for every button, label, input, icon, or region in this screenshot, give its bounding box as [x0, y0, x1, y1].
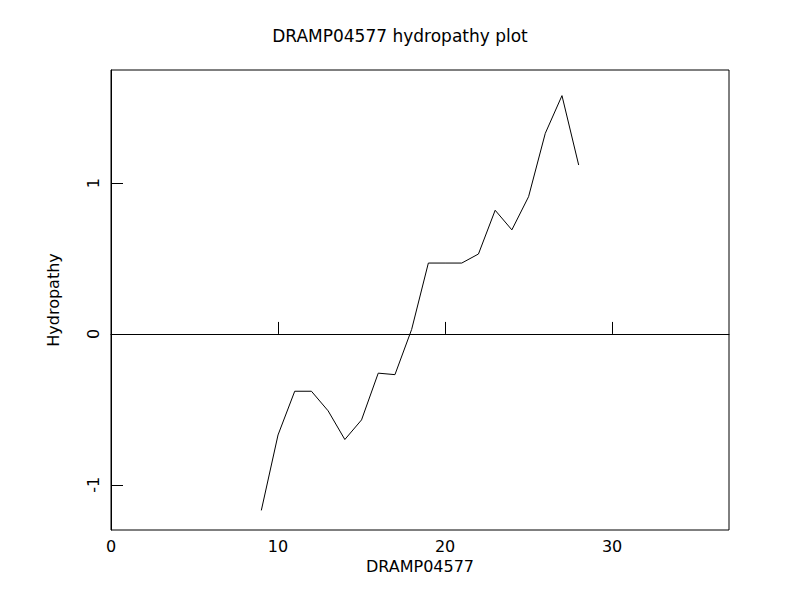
svg-text:20: 20 [435, 537, 455, 556]
svg-text:Hydropathy: Hydropathy [44, 253, 63, 347]
svg-text:10: 10 [268, 537, 288, 556]
svg-text:30: 30 [602, 537, 622, 556]
svg-text:0: 0 [84, 329, 103, 339]
svg-text:DRAMP04577: DRAMP04577 [366, 557, 474, 576]
svg-text:DRAMP04577 hydropathy plot: DRAMP04577 hydropathy plot [272, 26, 528, 46]
svg-text:1: 1 [84, 178, 103, 188]
svg-text:0: 0 [106, 537, 116, 556]
svg-text:-1: -1 [84, 477, 103, 493]
